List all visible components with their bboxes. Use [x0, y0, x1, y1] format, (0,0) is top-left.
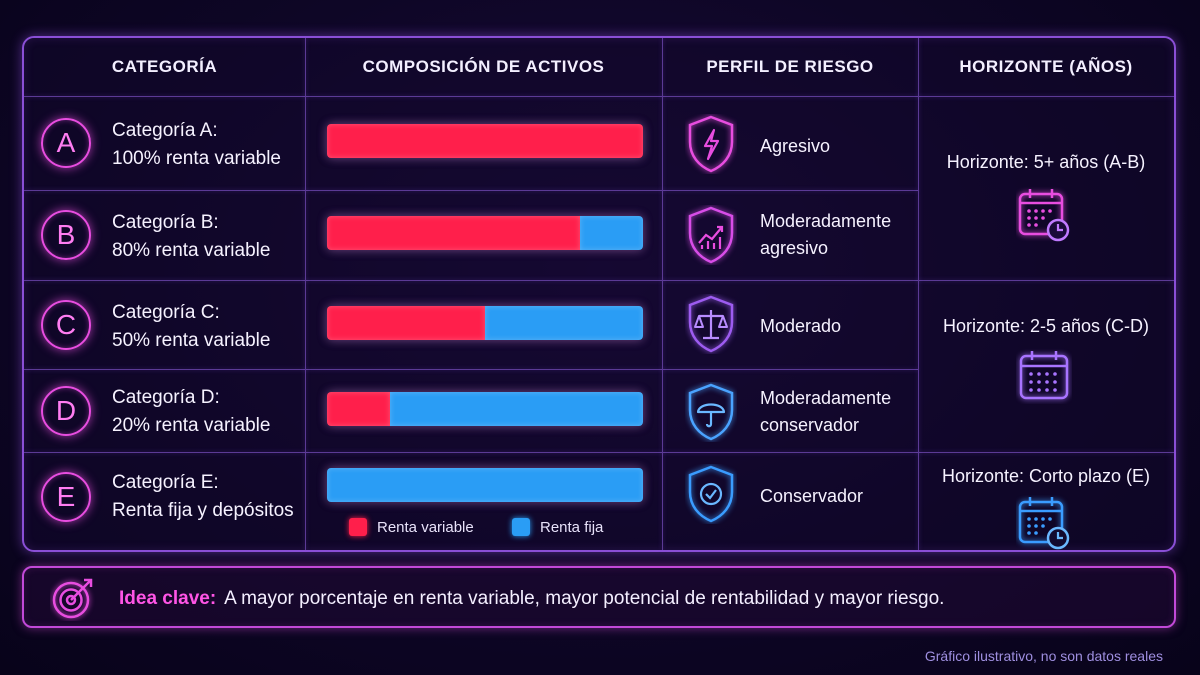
- renta-variable-segment: [327, 306, 485, 340]
- key-idea-text: Idea clave: A mayor porcentaje en renta v…: [119, 588, 944, 610]
- risk-label-d: Moderadamente conservador: [760, 385, 891, 439]
- category-label-b: Categoría B: 80% renta variable: [112, 209, 270, 265]
- category-name: Categoría C:: [112, 302, 220, 323]
- row-divider: [24, 452, 1174, 453]
- key-idea-body: A mayor porcentaje en renta variable, ma…: [224, 588, 945, 609]
- check-shield-icon: [688, 465, 734, 523]
- header-categoria: CATEGORÍA: [111, 57, 218, 76]
- header-horizonte: HORIZONTE (AÑOS): [959, 57, 1133, 76]
- disclaimer-footer: Gráfico ilustrativo, no son datos reales: [924, 648, 1163, 664]
- row-divider: [24, 369, 918, 370]
- calendar-clock-icon: [1018, 497, 1070, 550]
- risk-line: Conservador: [760, 486, 864, 506]
- composition-bar-e: [327, 468, 643, 502]
- risk-label-c: Moderado: [760, 313, 841, 340]
- horizon-label-e: Horizonte: Corto plazo (E): [941, 466, 1151, 486]
- col-divider: [305, 38, 306, 550]
- col-divider: [918, 38, 919, 550]
- category-desc: 80% renta variable: [112, 240, 271, 261]
- category-label-a: Categoría A: 100% renta variable: [112, 117, 281, 173]
- category-badge-b: B: [41, 210, 91, 260]
- calendar-icon: [1019, 351, 1069, 400]
- allocation-table: CATEGORÍA COMPOSICIÓN DE ACTIVOS PERFIL …: [22, 36, 1176, 552]
- category-badge-c: C: [41, 300, 91, 350]
- calendar-clock-icon: [1018, 189, 1070, 242]
- risk-line: Agresivo: [760, 136, 831, 156]
- risk-line: Moderado: [760, 316, 842, 336]
- header-composicion: COMPOSICIÓN DE ACTIVOS: [362, 57, 605, 76]
- legend-label-variable: Renta variable: [377, 518, 474, 536]
- renta-variable-segment: [327, 216, 580, 250]
- risk-line: agresivo: [760, 238, 829, 258]
- legend-renta-variable: Renta variable: [349, 518, 474, 536]
- risk-line: conservador: [760, 415, 860, 435]
- category-name: Categoría A:: [112, 120, 218, 141]
- risk-label-e: Conservador: [760, 483, 863, 510]
- lightning-shield-icon: [688, 115, 734, 173]
- target-icon: [52, 578, 93, 619]
- composition-bar-c: [327, 306, 643, 340]
- umbrella-shield-icon: [688, 383, 734, 441]
- renta-fija-segment: [327, 468, 643, 502]
- category-desc: 50% renta variable: [112, 330, 271, 351]
- row-divider: [24, 190, 918, 191]
- category-badge-e: E: [41, 472, 91, 522]
- category-name: Categoría E:: [112, 472, 219, 493]
- renta-variable-segment: [327, 124, 643, 158]
- legend-swatch-blue: [512, 518, 530, 536]
- renta-fija-segment: [390, 392, 643, 426]
- category-label-c: Categoría C: 50% renta variable: [112, 299, 270, 355]
- category-label-e: Categoría E: Renta fija y depósitos: [112, 469, 294, 525]
- balance-scale-shield-icon: [688, 295, 734, 353]
- renta-variable-segment: [327, 392, 391, 426]
- legend-label-fija: Renta fija: [540, 518, 604, 536]
- growth-chart-shield-icon: [688, 206, 734, 264]
- legend-swatch-red: [349, 518, 367, 536]
- header-divider: [24, 96, 1174, 97]
- renta-fija-segment: [485, 306, 643, 340]
- category-desc: Renta fija y depósitos: [112, 500, 294, 521]
- category-label-d: Categoría D: 20% renta variable: [112, 384, 270, 440]
- category-name: Categoría D:: [112, 387, 220, 408]
- category-badge-d: D: [41, 386, 91, 436]
- risk-line: Moderadamente: [760, 388, 892, 408]
- composition-bar-d: [327, 392, 643, 426]
- header-perfil: PERFIL DE RIESGO: [706, 57, 874, 76]
- legend-renta-fija: Renta fija: [512, 518, 603, 536]
- renta-fija-segment: [579, 216, 643, 250]
- composition-bar-a: [327, 124, 643, 158]
- horizon-label-ab: Horizonte: 5+ años (A-B): [946, 152, 1146, 172]
- category-desc: 20% renta variable: [112, 415, 271, 436]
- category-badge-a: A: [41, 118, 91, 168]
- row-divider: [24, 280, 1174, 281]
- horizon-label-cd: Horizonte: 2-5 años (C-D): [942, 316, 1150, 336]
- composition-bar-b: [327, 216, 643, 250]
- risk-label-b: Moderadamente agresivo: [760, 208, 891, 262]
- key-idea-banner: Idea clave: A mayor porcentaje en renta v…: [22, 566, 1176, 628]
- col-divider: [662, 38, 663, 550]
- category-desc: 100% renta variable: [112, 148, 281, 169]
- risk-line: Moderadamente: [760, 211, 892, 231]
- category-name: Categoría B:: [112, 212, 219, 233]
- key-idea-label: Idea clave:: [119, 588, 217, 609]
- risk-label-a: Agresivo: [760, 133, 830, 160]
